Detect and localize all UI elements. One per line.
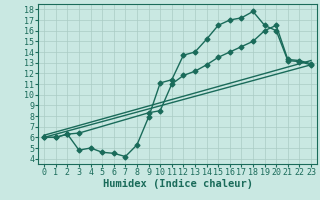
X-axis label: Humidex (Indice chaleur): Humidex (Indice chaleur) <box>103 179 252 189</box>
